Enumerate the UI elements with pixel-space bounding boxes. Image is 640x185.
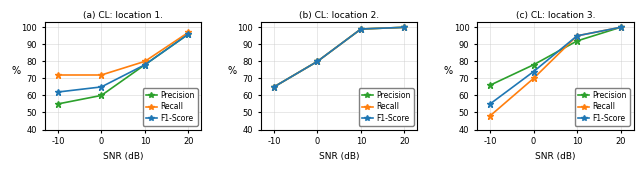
F1-Score [97,86,105,88]
Legend: Precision, Recall, F1-Score: Precision, Recall, F1-Score [575,88,630,126]
Line: Precision: Precision [271,24,408,90]
Precision [54,103,61,105]
Line: Recall: Recall [486,24,624,119]
Precision [530,64,538,66]
F1-Score [401,26,408,28]
Y-axis label: %: % [227,66,237,76]
Precision [486,84,494,86]
Line: F1-Score: F1-Score [486,24,624,107]
Legend: Precision, Recall, F1-Score: Precision, Recall, F1-Score [143,88,198,126]
Precision [357,28,365,30]
Recall [97,74,105,76]
F1-Score [54,91,61,93]
Recall [314,60,321,63]
Line: Precision: Precision [54,31,192,107]
Title: (b) CL: location 2.: (b) CL: location 2. [299,11,380,20]
Precision [314,60,321,63]
Recall [270,86,278,88]
Title: (a) CL: location 1.: (a) CL: location 1. [83,11,163,20]
Legend: Precision, Recall, F1-Score: Precision, Recall, F1-Score [358,88,413,126]
Precision [401,26,408,28]
Line: F1-Score: F1-Score [54,31,192,95]
Line: F1-Score: F1-Score [271,24,408,90]
Recall [141,60,148,63]
Y-axis label: %: % [12,66,20,76]
Title: (c) CL: location 3.: (c) CL: location 3. [516,11,595,20]
Precision [617,26,625,28]
Precision [270,86,278,88]
Recall [184,31,192,33]
Recall [54,74,61,76]
F1-Score [486,103,494,105]
Recall [530,77,538,80]
Line: Precision: Precision [486,24,624,89]
X-axis label: SNR (dB): SNR (dB) [535,152,575,161]
Recall [357,28,365,30]
F1-Score [314,60,321,63]
Precision [573,40,581,42]
Line: Recall: Recall [271,24,408,90]
Recall [486,115,494,117]
F1-Score [530,70,538,73]
Recall [401,26,408,28]
X-axis label: SNR (dB): SNR (dB) [103,152,143,161]
Precision [184,33,192,35]
Precision [97,94,105,97]
Recall [617,26,625,28]
X-axis label: SNR (dB): SNR (dB) [319,152,360,161]
Recall [573,35,581,37]
F1-Score [141,64,148,66]
F1-Score [617,26,625,28]
Precision [141,64,148,66]
F1-Score [357,28,365,30]
Y-axis label: %: % [444,66,452,76]
F1-Score [270,86,278,88]
F1-Score [573,35,581,37]
F1-Score [184,33,192,35]
Line: Recall: Recall [54,29,192,78]
